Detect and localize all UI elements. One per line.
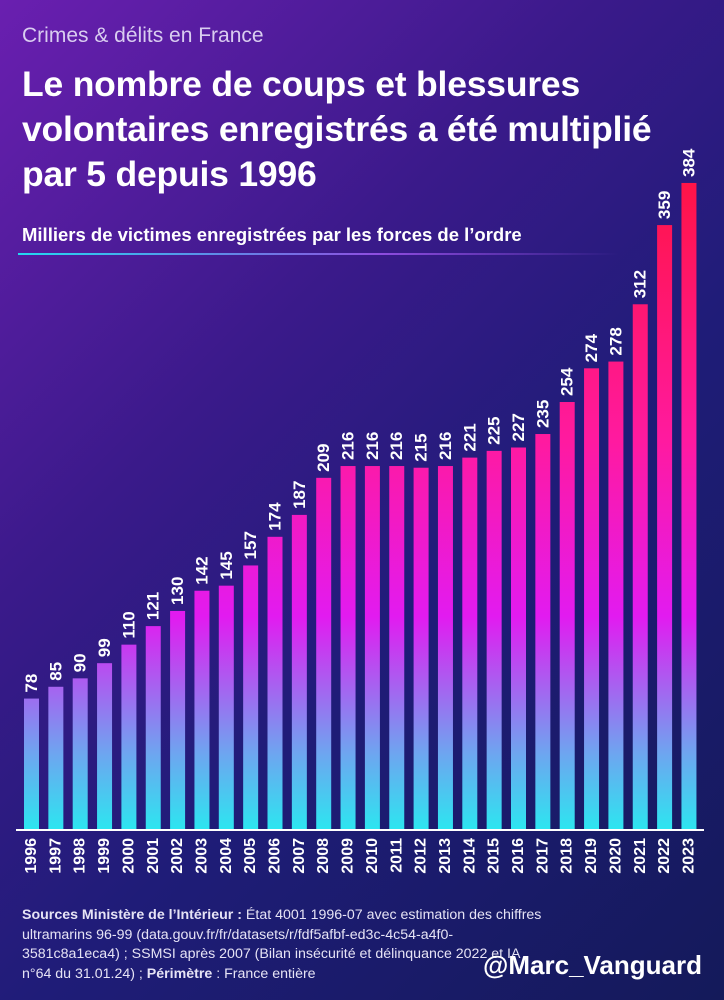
data-label-2006: 174: [266, 502, 285, 531]
bar-2010: [364, 466, 380, 830]
data-label-2002: 130: [168, 577, 187, 605]
data-label-2022: 359: [655, 191, 674, 219]
chart-title: Le nombre de coups et blessures volontai…: [22, 64, 652, 194]
data-label-2017: 235: [533, 400, 552, 428]
tick-label-2012: 2012: [413, 838, 430, 874]
chart-subtitle: Milliers de victimes enregistrées par le…: [22, 224, 522, 245]
bar-2002: [170, 610, 186, 830]
data-label-2014: 221: [460, 423, 479, 451]
bar-2009: [340, 466, 356, 830]
bar-2007: [291, 514, 307, 830]
tick-label-2006: 2006: [267, 838, 284, 874]
author-handle: @Marc_Vanguard: [483, 950, 702, 980]
tick-label-2005: 2005: [242, 838, 259, 874]
bar-2004: [218, 585, 234, 830]
chart-kicker: Crimes & délits en France: [22, 24, 264, 47]
bar-2011: [389, 466, 405, 830]
bar-2023: [681, 182, 697, 830]
sources-label: Sources Ministère de l’Intérieur :: [22, 907, 242, 923]
bar-2003: [194, 590, 210, 830]
data-label-2009: 216: [339, 432, 358, 460]
bar-2001: [145, 626, 161, 830]
tick-label-2004: 2004: [218, 838, 235, 874]
tick-label-2007: 2007: [291, 838, 308, 874]
bar-2020: [608, 361, 624, 830]
data-label-2005: 157: [241, 531, 260, 559]
tick-label-2020: 2020: [607, 838, 624, 874]
tick-label-2021: 2021: [632, 838, 649, 874]
tick-label-2000: 2000: [120, 838, 137, 874]
bar-2005: [243, 565, 259, 830]
tick-label-2008: 2008: [315, 838, 332, 874]
bar-2014: [462, 457, 478, 830]
data-label-2018: 254: [558, 367, 577, 396]
bar-1998: [72, 678, 88, 830]
bar-2017: [535, 434, 551, 830]
data-label-2011: 216: [387, 432, 406, 460]
data-label-2020: 278: [606, 327, 625, 355]
tick-label-2010: 2010: [364, 838, 381, 874]
data-label-1998: 90: [71, 653, 90, 672]
data-label-2004: 145: [217, 551, 236, 579]
bar-2008: [316, 477, 332, 830]
data-label-2001: 121: [144, 592, 163, 620]
bar-2018: [559, 402, 575, 830]
data-label-2007: 187: [290, 481, 309, 509]
subtitle-underline: [18, 253, 618, 255]
tick-label-2001: 2001: [145, 838, 162, 874]
data-label-2008: 209: [314, 443, 333, 471]
bar-1999: [97, 663, 113, 830]
data-label-2019: 274: [582, 333, 601, 362]
bar-2021: [632, 304, 648, 830]
tick-label-2002: 2002: [169, 838, 186, 874]
bar-2015: [486, 450, 502, 830]
tick-label-1997: 1997: [47, 838, 64, 874]
tick-label-1999: 1999: [96, 838, 113, 874]
tick-label-2011: 2011: [388, 838, 405, 873]
tick-label-2003: 2003: [193, 838, 210, 874]
bar-2012: [413, 467, 429, 830]
bar-2022: [657, 225, 673, 830]
tick-label-1996: 1996: [23, 838, 40, 874]
bar-2006: [267, 536, 283, 830]
perimeter-text: : France entière: [212, 965, 316, 982]
perimeter-label: Périmètre: [146, 965, 213, 982]
tick-label-2023: 2023: [680, 838, 697, 874]
sources-text: État 4001 1996-07 avec estimation des ch…: [22, 907, 542, 982]
tick-label-2013: 2013: [437, 838, 454, 874]
sources-note: Sources Ministère de l’Intérieur : État …: [22, 906, 542, 984]
bar-1997: [48, 686, 64, 830]
tick-label-1998: 1998: [72, 838, 89, 874]
data-label-2013: 216: [436, 432, 455, 460]
bar-2016: [511, 447, 526, 830]
data-label-1996: 78: [22, 674, 41, 693]
tick-label-2016: 2016: [510, 838, 527, 874]
data-label-2012: 215: [412, 433, 431, 461]
data-label-2003: 142: [192, 556, 211, 584]
tick-label-2022: 2022: [656, 838, 673, 874]
data-label-2023: 384: [679, 148, 698, 177]
tick-label-2017: 2017: [534, 838, 551, 874]
data-label-1997: 85: [46, 662, 65, 681]
bar-2000: [121, 644, 137, 830]
tick-label-2014: 2014: [461, 838, 478, 874]
data-label-2016: 227: [509, 413, 528, 441]
data-label-1999: 99: [95, 638, 114, 657]
data-label-2021: 312: [631, 270, 650, 298]
tick-label-2018: 2018: [559, 838, 576, 874]
bar-2019: [584, 368, 600, 830]
bar-2013: [437, 466, 453, 830]
tick-label-2019: 2019: [583, 838, 600, 874]
data-label-2015: 225: [485, 416, 504, 444]
data-label-2010: 216: [363, 432, 382, 460]
data-label-2000: 110: [119, 611, 138, 638]
tick-label-2009: 2009: [340, 838, 357, 874]
bar-1996: [24, 698, 39, 830]
tick-label-2015: 2015: [486, 838, 503, 874]
